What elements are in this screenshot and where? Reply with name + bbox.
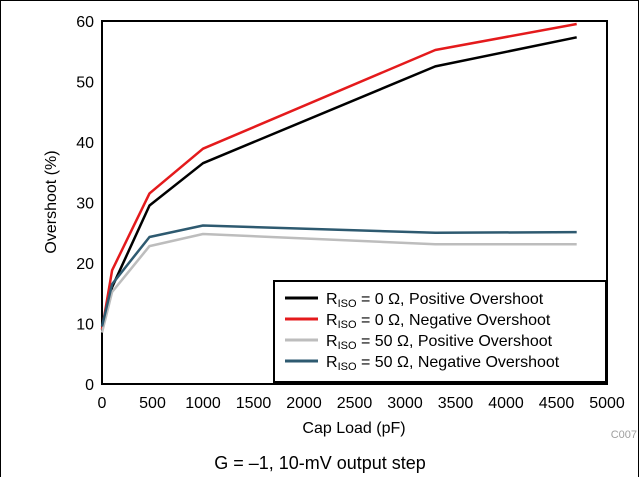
y-tick-label: 10 [76,317,94,334]
legend-label-1: RISO = 0 Ω, Positive Overshoot [326,291,544,310]
x-tick-label: 1500 [236,395,272,412]
y-axis-ticks: 0 10 20 30 40 50 60 [76,14,94,394]
x-tick-label: 5000 [589,395,625,412]
x-axis-ticks: 0 500 1000 1500 2000 2500 3000 3500 4000 4500 5000 [98,395,625,412]
legend: RISO = 0 Ω, Positive Overshoot RISO = 0 Ω… [273,280,607,383]
x-tick-label: 2500 [337,395,373,412]
x-axis-label: Cap Load (pF) [302,420,405,437]
x-tick-label: 3000 [387,395,423,412]
series-line-4 [100,224,577,327]
legend-label-2: RISO = 0 Ω, Negative Overshoot [326,312,551,331]
legend-label-4: RISO = 50 Ω, Negative Overshoot [326,354,560,373]
y-axis-label: Overshoot (%) [43,150,60,253]
y-tick-label: 20 [76,256,94,273]
y-tick-label: 0 [85,377,94,394]
x-tick-label: 1000 [185,395,221,412]
figure-code: C007 [611,429,637,441]
series-line-3 [100,232,577,333]
series-lines [100,22,577,333]
x-tick-label: 4500 [539,395,575,412]
chart-caption: G = –1, 10-mV output step [214,453,426,473]
y-tick-label: 60 [76,14,94,31]
x-tick-label: 3500 [438,395,474,412]
x-tick-label: 4000 [488,395,524,412]
legend-label-3: RISO = 50 Ω, Positive Overshoot [326,333,553,352]
series-line-2 [100,22,577,330]
x-tick-label: 500 [139,395,166,412]
legend-box [273,280,607,383]
x-tick-label: 2000 [286,395,322,412]
x-tick-label: 0 [98,395,107,412]
y-tick-label: 50 [76,75,94,92]
y-tick-label: 30 [76,196,94,213]
y-tick-label: 40 [76,135,94,152]
